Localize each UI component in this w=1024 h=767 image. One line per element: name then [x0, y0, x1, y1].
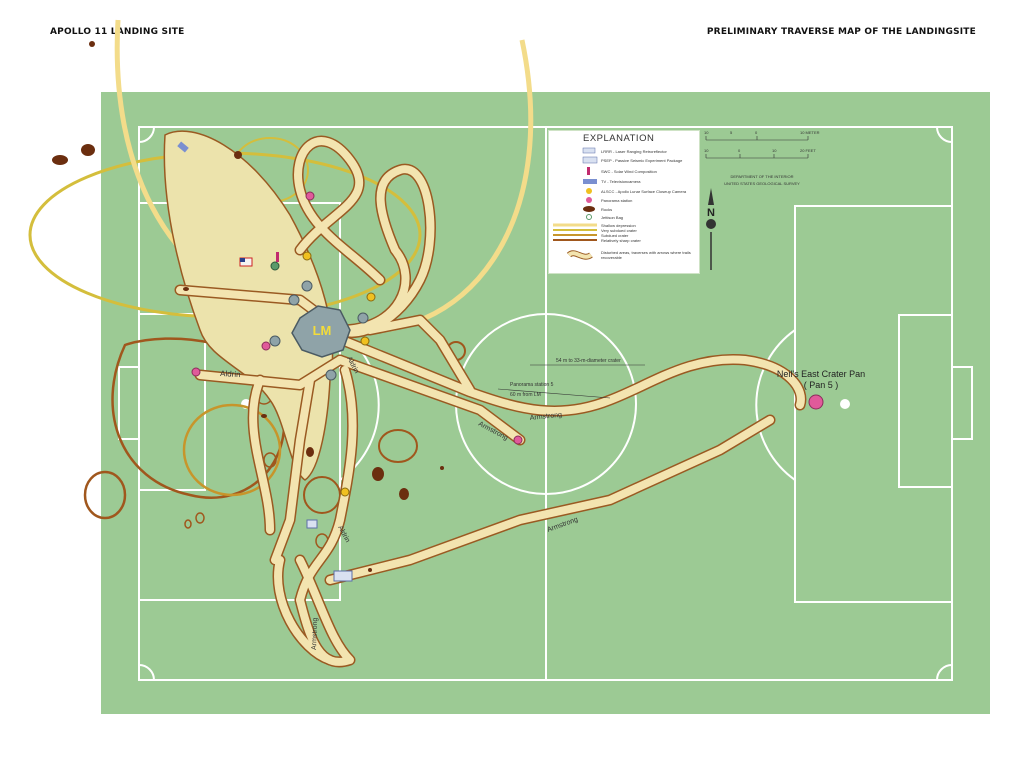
psep-icon — [582, 156, 598, 164]
legend-item: Disturbed areas, traverses with arrows w… — [601, 250, 691, 260]
alscc-marker — [340, 487, 350, 497]
panorama-station — [191, 367, 201, 377]
scale-bars — [705, 136, 809, 159]
neil-crater-subtitle: ( Pan 5 ) — [804, 380, 839, 390]
pan-station-line1: Panorama station 5 — [510, 382, 554, 388]
legend-item: LRRR - Laser Ranging Retroreflector — [601, 149, 667, 154]
legend-item: Subdued crater — [601, 233, 629, 238]
rock — [368, 568, 372, 572]
rock — [183, 287, 189, 291]
scale-feet-0: 0 — [738, 148, 741, 153]
penalty-spot-right — [840, 399, 850, 409]
legend-item: SWC - Solar Wind Composition — [601, 169, 657, 174]
jettison-bag-marker — [270, 261, 280, 271]
crater-gold-sw — [182, 403, 282, 497]
legend-panel: EXPLANATION LRRR - Laser Ranging Retrore… — [548, 130, 700, 274]
scale-meter-5: 5 — [730, 130, 733, 135]
jettison-bag-icon — [586, 214, 592, 220]
legend-item: ALSCC - Apollo Lunar Surface Closeup Cam… — [601, 189, 687, 194]
rock — [440, 466, 444, 470]
crater-note: 54 m to 33-m-diameter crater — [556, 358, 621, 364]
tv-camera-icon — [583, 179, 597, 184]
pan-station-line2: 60 m from LM — [510, 392, 541, 398]
panorama-stations — [191, 191, 824, 445]
alscc-marker — [360, 336, 370, 346]
neil-crater-title: Neil's East Crater Pan — [777, 369, 865, 379]
lrrr-icon — [306, 519, 318, 529]
rock — [234, 151, 242, 159]
alscc-icon — [586, 188, 592, 194]
lrrr-icon — [582, 147, 596, 154]
legend-item: PSEP - Passive Seismic Experiment Packag… — [601, 158, 683, 163]
legend-item: Very subdued crater — [601, 228, 637, 233]
rock — [89, 41, 95, 47]
legend-item: Shallow depression — [601, 223, 636, 228]
rock — [399, 488, 409, 500]
legend-item: Panorama station — [601, 198, 633, 203]
armstrong-label-south: Armstrong — [311, 617, 319, 650]
swc-icon — [587, 167, 590, 175]
jettison-bag-marker — [288, 294, 300, 306]
rock — [306, 447, 314, 457]
credit-line1: DEPARTMENT OF THE INTERIOR — [730, 174, 793, 179]
alscc-markers — [302, 251, 376, 497]
scale-feet-10b: 10 — [772, 148, 777, 153]
panorama-station — [513, 435, 523, 445]
credit-line2: UNITED STATES GEOLOGICAL SURVEY — [724, 181, 800, 186]
scale-meter-0: 0 — [755, 130, 758, 135]
panorama-station-icon — [586, 197, 592, 203]
rocks — [52, 41, 444, 572]
scale-feet-10: 10 — [704, 148, 709, 153]
rock — [372, 467, 384, 481]
north-arrow-icon: N — [706, 188, 716, 270]
disturbed-area — [163, 130, 334, 481]
panorama-station — [261, 341, 271, 351]
alscc-marker — [302, 251, 312, 261]
crater-tiny-5 — [195, 512, 205, 524]
header-right-title: PRELIMINARY TRAVERSE MAP OF THE LANDINGS… — [706, 27, 976, 37]
panorama-station-5 — [808, 394, 824, 410]
scale-feet-end: 20 FEET — [800, 148, 816, 153]
tv-camera-icon — [177, 141, 189, 153]
scale-meter-10: 10 — [704, 130, 709, 135]
lunar-module — [291, 305, 351, 358]
crater-medium-1 — [378, 429, 418, 463]
crater-small-west — [83, 470, 127, 520]
scale-meter-end: 10 METER — [800, 130, 820, 135]
traverse-trails — [174, 135, 807, 668]
rock — [261, 414, 267, 418]
rock-icon — [583, 206, 595, 212]
us-flag-icon — [239, 257, 253, 267]
lm-footpads — [269, 280, 369, 381]
aldrin-label-left: Aldrin — [220, 369, 241, 379]
legend-icons — [553, 147, 598, 260]
swc-icon — [276, 252, 279, 262]
rock — [52, 155, 68, 165]
legend-item: TV - Televisioncamera — [601, 179, 641, 184]
lm-label: LM — [313, 323, 332, 338]
north-label: N — [707, 207, 715, 219]
legend-item: Jettison Bag — [601, 215, 624, 220]
pan-station-line — [497, 388, 611, 399]
legend-item: Relatively sharp crater — [601, 238, 641, 243]
rock — [81, 144, 95, 156]
psep-icon — [333, 570, 353, 582]
armstrong-label-east: Armstrong — [529, 412, 562, 422]
alscc-marker — [366, 292, 376, 302]
panorama-station — [305, 191, 315, 201]
legend-item: Rocks — [601, 207, 613, 212]
crater-tiny-6 — [184, 519, 192, 529]
legend-title: EXPLANATION — [583, 133, 655, 144]
